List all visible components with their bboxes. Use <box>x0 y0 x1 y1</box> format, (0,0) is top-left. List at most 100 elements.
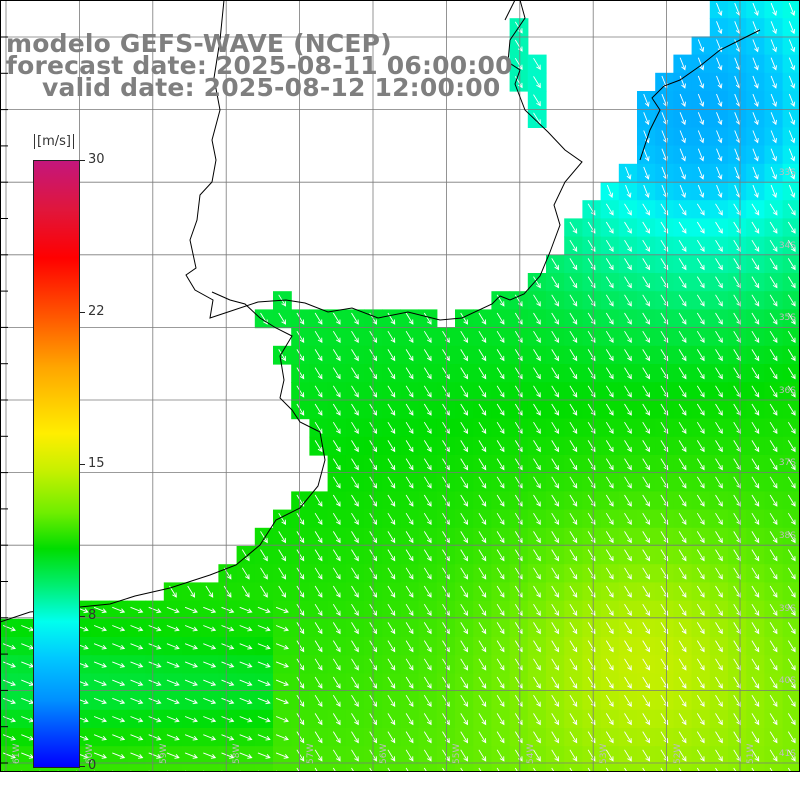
wind-arrow <box>678 221 687 234</box>
wind-arrow <box>643 93 650 107</box>
wind-arrow <box>478 585 487 598</box>
wind-arrow <box>112 643 126 650</box>
wind-arrow <box>769 349 778 362</box>
field-cell <box>782 382 800 401</box>
wind-arrow <box>678 385 687 398</box>
wind-arrow <box>751 276 760 289</box>
colorbar-tick-label: 0 <box>88 758 97 773</box>
field-cell <box>782 582 800 602</box>
wind-arrow <box>788 184 796 198</box>
wind-arrow <box>496 403 505 416</box>
wind-arrow <box>478 622 487 635</box>
wind-arrow <box>752 57 759 71</box>
wind-arrow <box>332 713 341 726</box>
wind-arrow <box>93 752 107 759</box>
wind-arrow <box>787 512 796 525</box>
wind-arrow <box>260 567 268 580</box>
wind-arrow <box>587 476 596 489</box>
wind-arrow <box>533 57 541 70</box>
wind-arrow <box>275 679 289 686</box>
wind-arrow <box>787 258 796 271</box>
wind-arrow <box>696 221 705 234</box>
wind-arrow <box>769 494 778 507</box>
wind-arrow <box>184 716 198 723</box>
wind-arrow <box>678 549 687 562</box>
wind-arrow <box>605 549 614 562</box>
wind-arrow <box>257 679 271 686</box>
wind-arrow <box>187 585 195 598</box>
wind-arrow <box>93 625 107 632</box>
wind-arrow <box>239 716 253 723</box>
wind-arrow <box>184 643 198 650</box>
wind-arrow <box>696 239 705 252</box>
longitude-label: 55W <box>452 743 463 764</box>
wind-arrow <box>642 403 650 416</box>
wind-arrow <box>642 549 650 562</box>
colorbar-tick-label: 15 <box>88 456 105 471</box>
wind-arrow <box>678 403 687 416</box>
wind-arrow <box>533 658 541 671</box>
wind-arrow <box>423 312 432 325</box>
field-cell <box>782 200 800 219</box>
wind-arrow <box>605 385 614 398</box>
wind-arrow <box>166 625 180 632</box>
wind-arrow <box>787 294 796 307</box>
wind-arrow <box>569 330 578 343</box>
wind-arrow <box>769 312 778 325</box>
wind-arrow <box>423 476 432 489</box>
wind-arrow <box>2 679 16 686</box>
wind-arrow <box>569 603 578 616</box>
wind-arrow <box>278 312 286 325</box>
wind-arrow <box>678 294 687 307</box>
wind-arrow <box>751 512 760 525</box>
wind-arrow <box>533 403 541 416</box>
longitude-label: 51W <box>746 743 756 764</box>
wind-arrow <box>496 731 505 744</box>
wind-arrow <box>405 367 414 380</box>
wind-arrow <box>184 606 198 614</box>
wind-arrow <box>296 676 305 689</box>
latitude-label: 39S <box>778 603 796 614</box>
wind-arrow <box>769 421 778 434</box>
colorbar-tick-label: 8 <box>88 608 97 623</box>
wind-arrow <box>643 112 650 126</box>
wind-arrow <box>387 421 396 434</box>
wind-arrow <box>569 512 578 525</box>
wind-arrow <box>314 403 323 416</box>
wind-arrow <box>769 749 778 762</box>
wind-arrow <box>696 713 705 726</box>
field-cell <box>782 254 800 274</box>
wind-arrow <box>296 349 305 362</box>
wind-arrow <box>716 166 723 180</box>
wind-arrow <box>624 385 632 398</box>
field-cell <box>782 91 800 110</box>
wind-arrow <box>423 603 432 616</box>
wind-arrow <box>239 606 253 614</box>
wind-arrow <box>314 349 323 362</box>
wind-arrow <box>696 531 705 544</box>
field-cell <box>782 491 800 511</box>
wind-arrow <box>788 130 796 144</box>
wind-arrow <box>569 239 578 252</box>
wind-arrow <box>93 661 107 668</box>
wind-arrow <box>569 221 578 234</box>
wind-arrow <box>257 734 271 741</box>
wind-arrow <box>752 166 759 180</box>
wind-arrow <box>332 694 341 707</box>
wind-arrow <box>787 676 796 689</box>
wind-arrow <box>387 749 396 762</box>
wind-arrow <box>697 148 705 162</box>
wind-arrow <box>405 567 414 580</box>
wind-arrow <box>332 385 341 398</box>
wind-arrow <box>241 567 250 580</box>
wind-arrow <box>751 640 760 653</box>
wind-arrow <box>351 403 359 416</box>
wind-arrow <box>624 694 632 707</box>
wind-arrow <box>678 622 687 635</box>
wind-arrow <box>679 184 686 198</box>
wind-arrow <box>605 312 614 325</box>
wind-arrow <box>769 531 778 544</box>
wind-arrow <box>696 203 705 216</box>
field-cell <box>782 746 800 765</box>
